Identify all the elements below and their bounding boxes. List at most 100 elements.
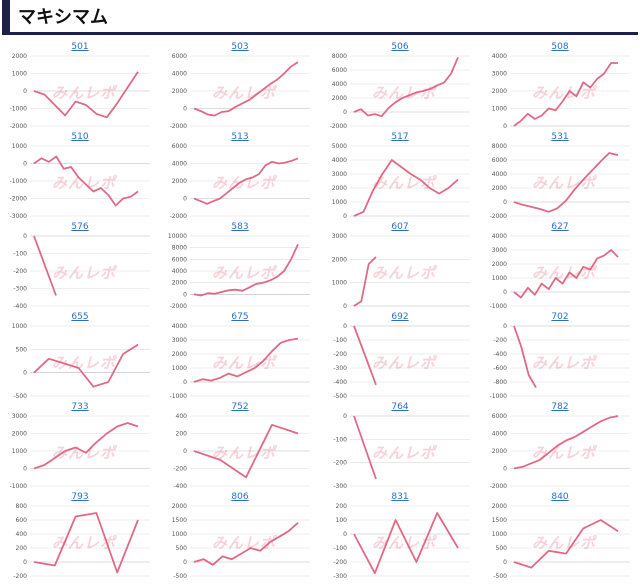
y-tick-label: 6000 <box>172 143 187 150</box>
chart-title-link[interactable]: 576 <box>71 222 89 232</box>
y-tick-label: 800 <box>16 503 28 510</box>
chart-title-link[interactable]: 583 <box>231 222 249 232</box>
y-tick-label: -300 <box>13 286 27 293</box>
y-tick-label: 4000 <box>492 431 507 438</box>
chart-title-link[interactable]: 782 <box>551 402 569 412</box>
chart-title-link[interactable]: 733 <box>71 402 89 412</box>
y-tick-label: 0 <box>343 531 347 538</box>
series-line <box>33 512 139 574</box>
y-tick-label: 0 <box>23 370 27 377</box>
y-tick-label: -400 <box>13 303 27 310</box>
chart-title-link[interactable]: 513 <box>231 132 249 142</box>
y-tick-label: -200 <box>493 337 507 344</box>
y-tick-label: 4000 <box>492 233 507 240</box>
chart-title-link[interactable]: 752 <box>231 402 249 412</box>
series-line <box>513 325 537 389</box>
y-tick-label: 0 <box>23 466 27 473</box>
y-tick-label: 3000 <box>332 171 347 178</box>
chart-panel: 501 2000 1000 0 -1000 -2000 みんレポ <box>0 40 160 130</box>
line-chart: 10000 8000 6000 4000 2000 0 -2000 <box>168 233 310 310</box>
y-tick-label: 0 <box>503 199 507 206</box>
line-chart: 3000 2000 1000 0 -1000 <box>10 413 150 490</box>
page-title: マキシマム <box>18 7 108 28</box>
line-chart: 6000 4000 2000 0 -2000 <box>170 143 310 220</box>
y-tick-label: -200 <box>333 460 347 467</box>
y-tick-label: 2000 <box>492 448 507 455</box>
y-tick-label: 2000 <box>172 351 187 358</box>
chart-title-link[interactable]: 793 <box>71 492 89 502</box>
chart-title-link[interactable]: 831 <box>391 492 409 502</box>
chart-panel: 503 6000 4000 2000 0 -2000 みんレポ <box>160 40 320 130</box>
y-tick-label: -3000 <box>10 213 28 220</box>
chart-title-link[interactable]: 764 <box>391 402 409 412</box>
y-tick-label: -2000 <box>170 123 188 130</box>
y-tick-label: 400 <box>176 413 188 420</box>
series-line <box>513 152 619 213</box>
y-tick-label: -500 <box>173 573 187 580</box>
y-tick-label: 0 <box>343 413 347 420</box>
y-tick-label: -200 <box>333 351 347 358</box>
y-tick-label: 0 <box>503 466 507 473</box>
y-tick-label: 4000 <box>172 323 187 330</box>
chart-title-link[interactable]: 806 <box>231 492 249 502</box>
y-tick-label: -1000 <box>10 178 28 185</box>
series-line <box>513 415 619 470</box>
chart-title-link[interactable]: 501 <box>71 42 89 52</box>
chart-title-link[interactable]: 702 <box>551 312 569 322</box>
y-tick-label: 3000 <box>332 233 347 240</box>
y-tick-label: 4000 <box>332 157 347 164</box>
y-tick-label: 6000 <box>332 67 347 74</box>
y-tick-label: 0 <box>23 233 27 240</box>
series-line <box>353 415 377 480</box>
line-chart: 8000 6000 4000 2000 0 -2000 <box>490 143 630 220</box>
y-tick-label: -600 <box>493 365 507 372</box>
line-chart: 6000 4000 2000 0 -2000 <box>490 413 630 490</box>
chart-panel: 782 6000 4000 2000 0 -2000 みんレポ <box>480 400 640 490</box>
chart-title-link[interactable]: 506 <box>391 42 409 52</box>
chart-title-link[interactable]: 675 <box>231 312 249 322</box>
series-line <box>513 62 618 127</box>
chart-title-link[interactable]: 627 <box>551 222 569 232</box>
y-tick-label: 0 <box>183 559 187 566</box>
y-tick-label: 0 <box>183 196 187 203</box>
y-tick-label: 0 <box>503 323 507 330</box>
series-line <box>513 249 619 299</box>
y-tick-label: 0 <box>183 379 187 386</box>
y-tick-label: 5000 <box>332 143 347 150</box>
series-line <box>193 337 299 383</box>
y-tick-label: 2000 <box>492 185 507 192</box>
line-chart: 5000 4000 3000 2000 1000 0 <box>332 143 470 220</box>
chart-title-link[interactable]: 840 <box>551 492 569 502</box>
y-tick-label: 200 <box>336 503 348 510</box>
chart-panel: 510 1000 0 -1000 -2000 -3000 みんレポ <box>0 130 160 220</box>
y-tick-label: -100 <box>333 436 347 443</box>
y-tick-label: 1500 <box>492 517 507 524</box>
chart-grid: 501 2000 1000 0 -1000 -2000 みんレポ 503 6000 4000 200… <box>0 40 640 580</box>
y-tick-label: -2000 <box>170 303 188 310</box>
chart-panel: 752 400 200 0 -200 -400 みんレポ <box>160 400 320 490</box>
chart-title-link[interactable]: 517 <box>391 132 409 142</box>
y-tick-label: 1000 <box>332 199 347 206</box>
y-tick-label: 1000 <box>12 143 27 150</box>
y-tick-label: 2000 <box>172 88 187 95</box>
y-tick-label: 2000 <box>492 88 507 95</box>
y-tick-label: 2000 <box>172 503 187 510</box>
y-tick-label: 0 <box>343 213 347 220</box>
chart-title-link[interactable]: 692 <box>391 312 409 322</box>
chart-panel: 692 0 -100 -200 -300 -400 -500 みんレポ <box>320 310 480 400</box>
chart-title-link[interactable]: 510 <box>71 132 89 142</box>
chart-panel: 508 4000 3000 2000 1000 0 みんレポ <box>480 40 640 130</box>
chart-title-link[interactable]: 607 <box>391 222 409 232</box>
y-tick-label: 8000 <box>332 53 347 60</box>
chart-title-link[interactable]: 503 <box>231 42 249 52</box>
y-tick-label: -100 <box>333 337 347 344</box>
series-line <box>353 325 377 386</box>
y-tick-label: -100 <box>333 545 347 552</box>
series-line <box>353 159 459 217</box>
line-chart: 0 -100 -200 -300 -400 -500 <box>333 323 470 400</box>
series-line <box>33 71 139 119</box>
chart-title-link[interactable]: 655 <box>71 312 89 322</box>
chart-title-link[interactable]: 531 <box>551 132 569 142</box>
series-line <box>353 57 459 118</box>
chart-title-link[interactable]: 508 <box>551 42 569 52</box>
